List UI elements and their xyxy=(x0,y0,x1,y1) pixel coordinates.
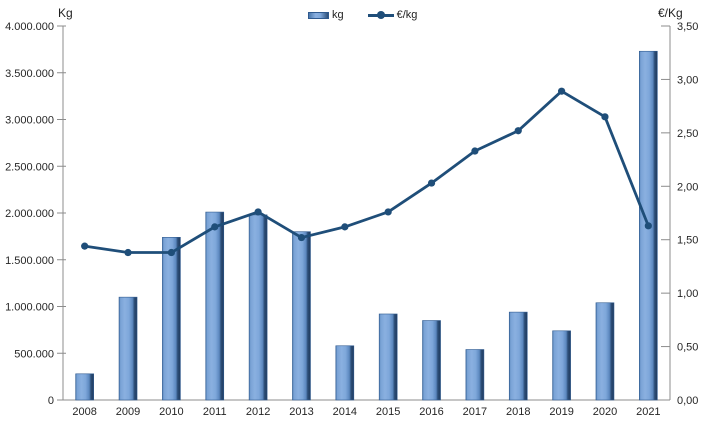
x-tick-label: 2009 xyxy=(116,406,140,418)
bar-2014 xyxy=(335,345,355,401)
price-point-2013 xyxy=(297,233,306,242)
bar-2011 xyxy=(205,211,225,401)
bar-2017 xyxy=(465,349,485,401)
price-point-2019 xyxy=(558,87,566,95)
price-point-2018 xyxy=(514,127,522,135)
price-point-2020 xyxy=(601,113,609,121)
x-tick-label: 2019 xyxy=(549,406,573,418)
left-axis-tick-label: 4.000.000 xyxy=(5,21,54,33)
right-axis-tick-label: 0,50 xyxy=(677,342,698,354)
right-axis-tick-label: 1,50 xyxy=(677,235,698,247)
x-tick-label: 2015 xyxy=(376,406,400,418)
bar-2015 xyxy=(378,313,398,401)
price-point-2016 xyxy=(427,179,436,187)
left-axis-tick-label: 2.500.000 xyxy=(5,161,54,173)
bar-2012 xyxy=(248,214,268,401)
left-axis-tick-label: 2.000.000 xyxy=(5,208,54,220)
bar-2009 xyxy=(118,296,138,401)
price-point-2009 xyxy=(124,248,132,257)
x-tick-label: 2018 xyxy=(506,406,530,418)
right-axis-tick-label: 2,50 xyxy=(677,128,698,140)
x-tick-label: 2011 xyxy=(203,406,227,418)
price-point-2012 xyxy=(254,208,262,216)
price-point-2017 xyxy=(471,147,479,155)
bar-swatch-icon xyxy=(308,11,329,19)
right-axis-tick-label: 1,00 xyxy=(677,288,698,300)
left-axis-tick-label: 500.000 xyxy=(14,348,54,360)
legend: kg €/kg xyxy=(308,9,417,21)
right-axis-title: €/Kg xyxy=(658,6,683,20)
bar-2008 xyxy=(75,373,94,401)
x-tick-label: 2020 xyxy=(593,406,617,418)
left-axis-tick-label: 3.000.000 xyxy=(5,115,54,127)
bar-2020 xyxy=(595,302,615,401)
right-axis-tick-label: 3,50 xyxy=(677,21,698,33)
x-tick-label: 2017 xyxy=(463,406,487,418)
left-axis-title: Kg xyxy=(58,6,73,20)
legend-label-price: €/kg xyxy=(396,9,418,21)
price-point-2008 xyxy=(81,242,89,250)
right-axis-tick-label: 2,00 xyxy=(677,181,698,193)
left-axis-tick-label: 0 xyxy=(48,395,54,407)
left-axis-tick-label: 1.000.000 xyxy=(5,302,54,314)
bar-2016 xyxy=(422,320,441,401)
bar-2018 xyxy=(508,311,528,401)
x-tick-label: 2021 xyxy=(636,406,660,418)
price-point-2015 xyxy=(384,208,392,216)
bar-2019 xyxy=(552,330,571,401)
x-tick-label: 2010 xyxy=(159,406,183,418)
right-axis-tick-label: 3,00 xyxy=(677,74,698,86)
price-line xyxy=(83,89,650,254)
left-axis-tick-label: 1.500.000 xyxy=(5,255,54,267)
price-point-2011 xyxy=(211,223,219,231)
line-swatch-icon xyxy=(367,10,394,20)
bar-2010 xyxy=(162,237,181,401)
x-tick-label: 2008 xyxy=(72,406,96,418)
left-axis-tick-label: 3.500.000 xyxy=(5,68,54,80)
x-tick-label: 2012 xyxy=(246,406,270,418)
price-point-2014 xyxy=(341,223,349,231)
x-tick-label: 2016 xyxy=(419,406,443,418)
price-point-2021 xyxy=(644,222,652,230)
bar-2013 xyxy=(292,231,311,401)
legend-item-kg: kg xyxy=(308,9,344,21)
legend-item-price: €/kg xyxy=(367,9,418,21)
x-tick-label: 2013 xyxy=(289,406,313,418)
right-axis-tick-label: 0,00 xyxy=(677,395,698,407)
price-point-2010 xyxy=(167,248,175,257)
x-tick-label: 2014 xyxy=(333,406,357,418)
legend-label-kg: kg xyxy=(332,9,344,21)
